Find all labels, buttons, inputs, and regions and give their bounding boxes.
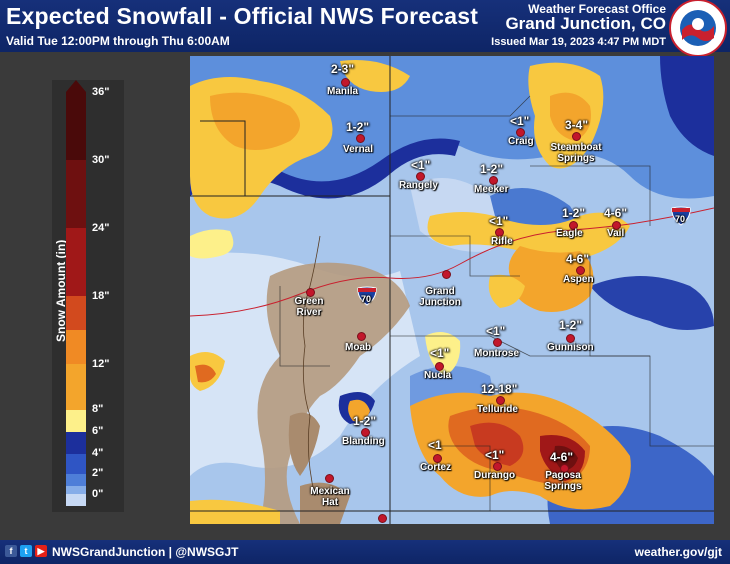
interstate-70-shield-west-icon	[357, 286, 377, 306]
office-label: Weather Forecast Office	[528, 2, 666, 16]
city-dot-green-river	[306, 288, 315, 297]
city-dot-telluride	[496, 396, 505, 405]
city-blanding: Blanding	[342, 436, 385, 447]
city-telluride: Telluride	[477, 404, 518, 415]
interstate-70-label-west: 70	[361, 294, 372, 304]
office-name: Grand Junction, CO	[505, 14, 666, 33]
amount-gunnison: 1-2"	[559, 318, 583, 332]
header-banner: Expected Snowfall - Official NWS Forecas…	[0, 0, 730, 57]
city-eagle: Eagle	[556, 228, 583, 239]
legend-tick-24: 24"	[92, 222, 110, 234]
amount-cortez: <1	[428, 438, 442, 452]
valid-period: Valid Tue 12:00PM through Thu 6:00AM	[6, 34, 230, 48]
legend-tick-18: 18"	[92, 290, 110, 302]
city-dot-vernal	[356, 134, 365, 143]
amount-meeker: 1-2"	[480, 162, 504, 176]
city-cortez: Cortez	[420, 462, 452, 473]
city-vail: Vail	[607, 228, 625, 239]
youtube-icon[interactable]: ▶	[35, 545, 47, 557]
city-dot-durango	[493, 462, 502, 471]
city-dot-manila	[341, 78, 350, 87]
city-manila: Manila	[327, 86, 359, 97]
amount-telluride: 12-18"	[481, 382, 518, 396]
city-dot-cortez	[433, 454, 442, 463]
legend-tick-30: 30"	[92, 154, 110, 166]
legend-tick-36: 36"	[92, 86, 110, 98]
city-dot-eagle	[569, 221, 578, 230]
website-link[interactable]: weather.gov/gjt	[634, 545, 722, 559]
city-pagosa-springs: Pagosa Springs	[544, 470, 582, 492]
nws-logo-icon	[669, 0, 727, 57]
legend-tick-8: 8"	[92, 403, 104, 415]
city-dot-bluff	[378, 514, 387, 523]
city-aspen: Aspen	[563, 274, 594, 285]
city-dot-grand-junction	[442, 270, 451, 279]
footer-banner: f t ▶ NWSGrandJunction | @NWSGJT weather…	[0, 540, 730, 564]
legend-panel	[52, 80, 124, 512]
legend-tick-0: 0"	[92, 488, 104, 500]
city-green-river: Green River	[294, 296, 324, 318]
amount-manila: 2-3"	[331, 62, 355, 76]
amount-pagosa-springs: 4-6"	[550, 450, 574, 464]
social-handle: NWSGrandJunction | @NWSGJT	[52, 545, 239, 559]
facebook-icon[interactable]: f	[5, 545, 17, 557]
issued-time: Issued Mar 19, 2023 4:47 PM MDT	[491, 36, 666, 48]
city-dot-vail	[612, 221, 621, 230]
city-gunnison: Gunnison	[547, 342, 594, 353]
amount-craig: <1"	[510, 114, 530, 128]
legend-tick-2: 2"	[92, 467, 104, 479]
amount-vernal: 1-2"	[346, 120, 370, 134]
city-dot-rangely	[416, 172, 425, 181]
legend-colorbar	[66, 80, 86, 506]
amount-rifle: <1"	[489, 214, 509, 228]
city-dot-rifle	[495, 228, 504, 237]
city-dot-aspen	[576, 266, 585, 275]
city-rangely: Rangely	[399, 180, 438, 191]
amount-rangely: <1"	[411, 158, 431, 172]
city-montrose: Montrose	[474, 348, 519, 359]
map-title: Expected Snowfall - Official NWS Forecas…	[6, 3, 479, 29]
city-dot-mexican-hat	[325, 474, 334, 483]
city-dot-pagosa-springs	[560, 464, 569, 473]
city-dot-meeker	[489, 176, 498, 185]
amount-montrose: <1"	[486, 324, 506, 338]
city-mexican-hat: Mexican Hat	[310, 486, 350, 508]
city-moab: Moab	[345, 342, 372, 353]
city-dot-steamboat-springs	[572, 132, 581, 141]
social-icons: f t ▶	[5, 545, 47, 557]
amount-eagle: 1-2"	[562, 206, 586, 220]
snowfall-shading	[190, 56, 714, 524]
amount-aspen: 4-6"	[566, 252, 590, 266]
amount-durango: <1"	[485, 448, 505, 462]
city-dot-craig	[516, 128, 525, 137]
interstate-70-shield-east-icon	[671, 206, 691, 226]
city-dot-gunnison	[566, 334, 575, 343]
legend-tick-12: 12"	[92, 358, 110, 370]
city-vernal: Vernal	[343, 144, 374, 155]
city-grand-junction: Grand Junction	[419, 286, 461, 308]
snowfall-map: 70 70 2-3" Manila 1-2" Vernal <1" Craig …	[190, 56, 714, 524]
amount-vail: 4-6"	[604, 206, 628, 220]
city-meeker: Meeker	[474, 184, 509, 195]
interstate-70-label-east: 70	[675, 214, 686, 224]
legend-tick-4: 4"	[92, 447, 104, 459]
city-dot-montrose	[493, 338, 502, 347]
amount-nucla: <1"	[430, 346, 450, 360]
legend-tick-6: 6"	[92, 425, 104, 437]
city-nucla: Nucla	[424, 370, 452, 381]
amount-blanding: 1-2"	[353, 414, 377, 428]
city-dot-nucla	[435, 362, 444, 371]
amount-steamboat-springs: 3-4"	[565, 118, 589, 132]
city-dot-blanding	[361, 428, 370, 437]
city-steamboat-springs: Steamboat Springs	[550, 142, 602, 164]
city-durango: Durango	[474, 470, 516, 481]
twitter-icon[interactable]: t	[20, 545, 32, 557]
city-dot-moab	[357, 332, 366, 341]
city-craig: Craig	[508, 136, 534, 147]
city-rifle: Rifle	[491, 236, 513, 247]
